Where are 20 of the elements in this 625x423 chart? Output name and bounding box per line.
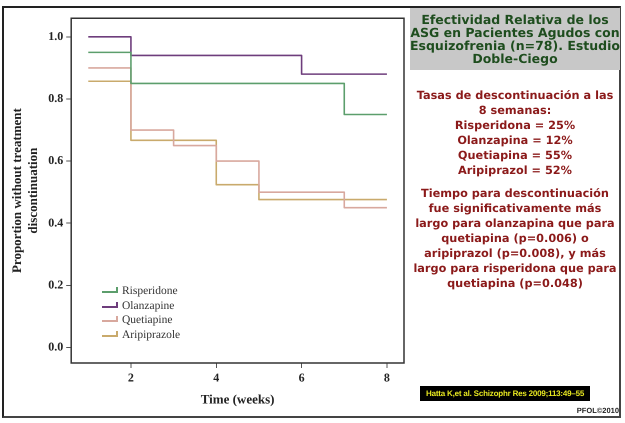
y-axis-title: Proportion without treatment discontinuation	[9, 107, 40, 274]
text: Tiempo para descontinuación fue significativamente más largo para olanzapina que para quetiapina (p=0.006) o aripiprazol (p=0.008), y más largo para risperidona que para quetiapina (p=0.048)	[412, 186, 618, 291]
text: Efectividad Relativa de los ASG en Pacientes Agudos con Esquizofrenia (n=78). Estudio Doble-Ciego	[410, 8, 620, 70]
y-tick-label: 0.6	[48, 153, 64, 168]
y-tick-label: 0.4	[48, 215, 64, 230]
text: Tasas de descontinuación a las 8 semanas: Risperidona = 25% Olanzapina = 12% Quetiapina = 55% Aripiprazol = 52%	[416, 88, 614, 178]
text: Hatta K,et al. Schizophr Res 2009;113:49–55	[420, 386, 590, 401]
legend-label: Risperidone	[122, 285, 178, 297]
y-tick-label: 0.0	[48, 340, 64, 354]
y-tick-label: 0.2	[48, 277, 64, 292]
x-axis-title: Time (weeks)	[200, 392, 274, 407]
legend-label: Quetiapine	[122, 314, 172, 326]
x-tick-label: 6	[298, 370, 305, 384]
legend-label: Aripiprazole	[122, 328, 180, 340]
y-tick-label: 1.0	[48, 28, 64, 43]
y-tick-label: 0.8	[48, 91, 64, 106]
legend-label: Olanzapine	[122, 300, 174, 312]
x-tick-label: 4	[213, 370, 220, 384]
x-tick-label: 2	[128, 370, 134, 384]
x-tick-label: 8	[384, 370, 390, 384]
